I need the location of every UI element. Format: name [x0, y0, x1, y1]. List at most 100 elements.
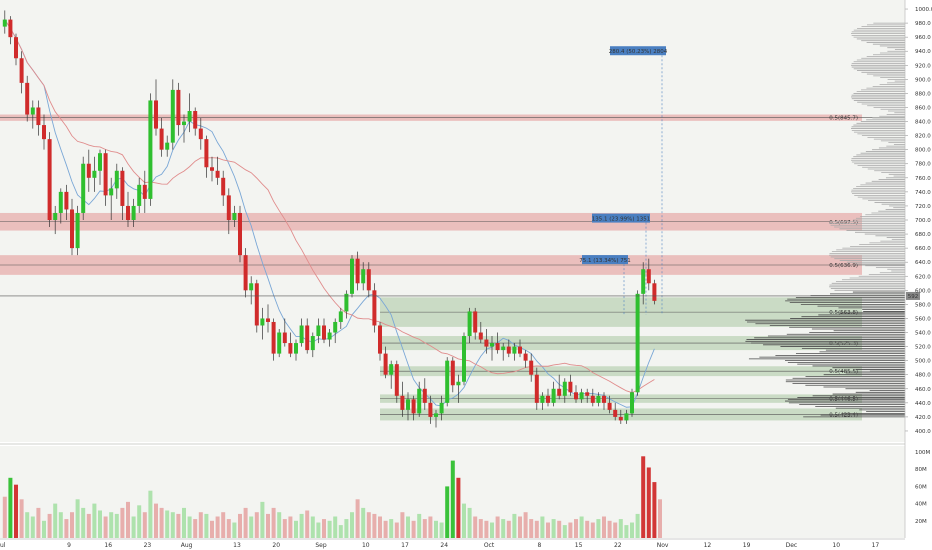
- volume-bar: [484, 520, 489, 538]
- volume-bar: [70, 512, 74, 538]
- volume-bar: [316, 522, 321, 538]
- volume-bar: [406, 516, 410, 538]
- volume-bar: [14, 484, 18, 538]
- candle-body: [585, 392, 590, 396]
- measure-text-0: 280.4 (50.23%) 2804: [609, 49, 668, 55]
- candle-body: [596, 395, 601, 403]
- candle-body: [260, 318, 265, 326]
- price-tick-label: 980.0: [915, 21, 931, 27]
- candle-body: [350, 258, 354, 294]
- candle-body: [523, 353, 528, 361]
- volume-bar: [490, 522, 494, 538]
- volume-bar: [47, 513, 52, 538]
- candle-body: [495, 343, 500, 351]
- volume-bar: [450, 460, 455, 538]
- volume-bar: [294, 520, 298, 538]
- candle-body: [568, 381, 573, 393]
- volume-bar: [361, 507, 366, 538]
- volume-bar: [523, 512, 528, 538]
- candles-layer: [2, 10, 657, 428]
- candle-body: [590, 395, 595, 403]
- price-tick-label: 620.0: [915, 274, 931, 280]
- candle-body: [154, 100, 158, 129]
- volume-bar: [215, 516, 220, 538]
- volume-bar: [333, 516, 338, 538]
- candle-body: [467, 311, 472, 337]
- volume-bar: [327, 520, 332, 538]
- candle-body: [215, 170, 220, 178]
- candle-body: [271, 321, 276, 354]
- candle-body: [42, 125, 46, 140]
- volume-bar: [417, 513, 422, 538]
- candle-body: [86, 163, 91, 178]
- candle-body: [299, 325, 304, 344]
- candle-body: [243, 255, 248, 291]
- candle-body: [490, 343, 494, 347]
- price-tick-label: 920.0: [915, 63, 931, 69]
- candle-body: [641, 269, 646, 294]
- time-tick-label: 24: [440, 542, 448, 549]
- volume-bar: [254, 512, 259, 538]
- volume-bar: [322, 519, 326, 538]
- candle-body: [400, 395, 405, 410]
- volume-bar: [434, 520, 438, 538]
- time-tick-label: 12: [704, 542, 712, 549]
- time-tick-label: 9: [67, 542, 71, 549]
- candle-body: [630, 392, 634, 414]
- volume-tick-label: 60M: [915, 484, 927, 490]
- volume-bar: [652, 482, 657, 538]
- volume-bar: [540, 516, 545, 538]
- candle-body: [518, 346, 522, 354]
- time-tick-label: 10: [832, 542, 840, 549]
- volume-bar: [512, 513, 517, 538]
- volume-tick-label: 40M: [915, 502, 927, 508]
- candle-body: [36, 107, 41, 126]
- volume-bar: [277, 512, 282, 538]
- volume-bar: [282, 519, 287, 538]
- price-tick-label: 480.0: [915, 373, 931, 379]
- volume-bar: [58, 512, 63, 538]
- candle-body: [506, 346, 511, 354]
- candle-body: [266, 318, 270, 322]
- volume-bars: [2, 456, 662, 538]
- volume-bar: [182, 507, 186, 538]
- volume-bar: [439, 522, 444, 538]
- volume-bar: [170, 512, 175, 538]
- volume-bar: [165, 510, 170, 538]
- candle-body: [540, 395, 545, 403]
- candle-body: [19, 58, 24, 83]
- volume-tick-label: 20M: [915, 519, 927, 525]
- volume-bar: [568, 522, 573, 538]
- volume-bar: [271, 507, 276, 538]
- candle-body: [607, 402, 612, 410]
- volume-bar: [243, 507, 248, 538]
- candle-body: [456, 381, 461, 386]
- volume-bar: [641, 456, 646, 538]
- candle-body: [114, 170, 119, 189]
- candle-body: [551, 388, 556, 403]
- volume-bar: [456, 477, 461, 538]
- candle-body: [646, 269, 651, 284]
- volume-bar: [30, 516, 35, 538]
- candle-body: [142, 184, 147, 199]
- volume-bar: [344, 519, 349, 538]
- price-tick-label: 640.0: [915, 260, 931, 266]
- volume-bar: [154, 503, 158, 538]
- volume-bar: [579, 516, 584, 538]
- price-tick-label: 680.0: [915, 232, 931, 238]
- volume-bar: [613, 522, 618, 538]
- volume-bar: [299, 513, 304, 538]
- candle-body: [238, 212, 242, 256]
- zone-label-1: 0.5(697.5): [829, 220, 858, 226]
- candle-body: [182, 121, 186, 126]
- time-tick-label: Jul: [0, 542, 6, 549]
- volume-bar: [596, 519, 601, 538]
- time-tick-label: 16: [104, 542, 112, 549]
- price-tick-label: 760.0: [915, 176, 931, 182]
- volume-bar: [204, 513, 209, 538]
- volume-bar: [92, 503, 97, 538]
- candle-body: [64, 191, 69, 210]
- volume-bar: [372, 513, 377, 538]
- candle-body: [450, 360, 455, 386]
